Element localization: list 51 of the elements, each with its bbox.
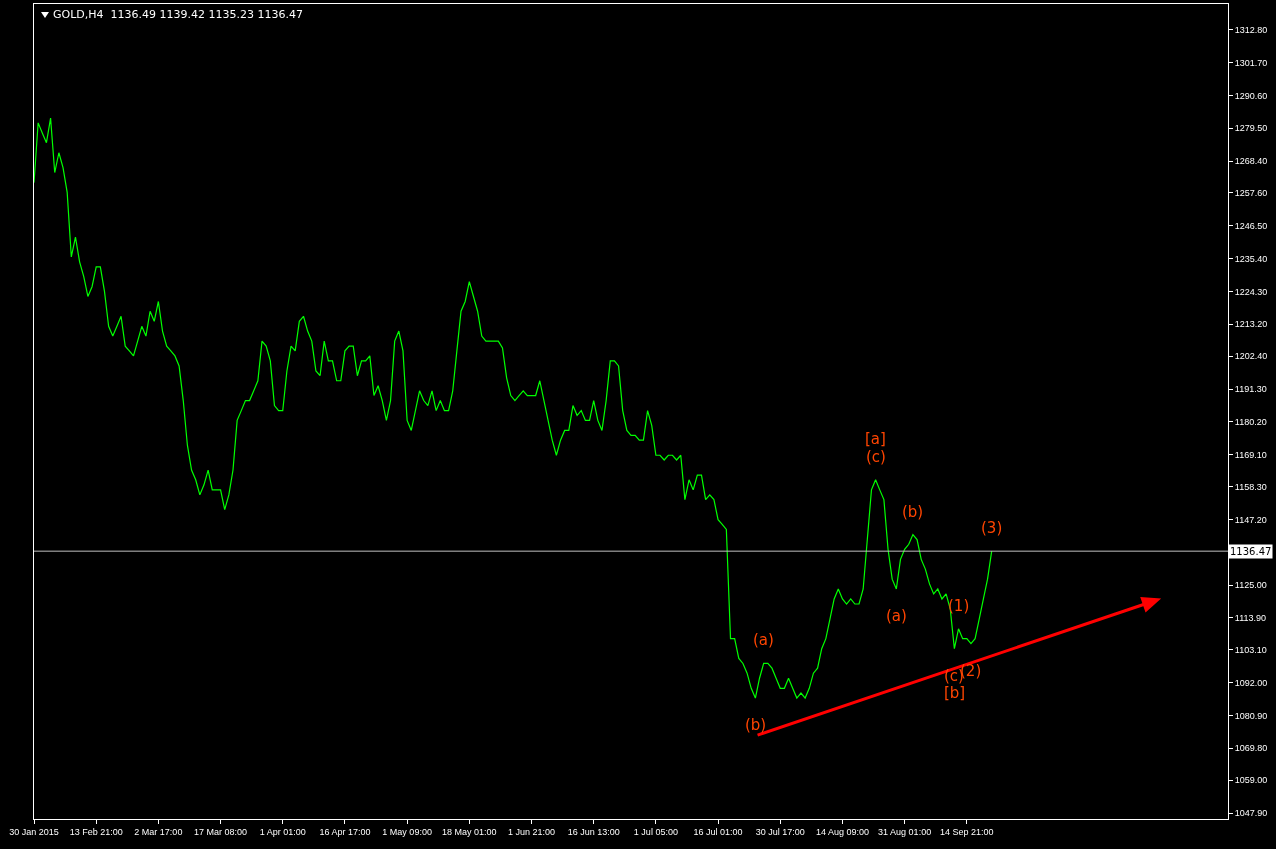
y-tick-label: 1092.00 <box>1234 677 1268 688</box>
annotation: (b) <box>745 716 767 734</box>
x-tick-label: 1 May 09:00 <box>382 826 432 837</box>
x-tick-label: 1 Jun 21:00 <box>507 826 556 837</box>
x-tick-label: 1 Apr 01:00 <box>259 826 306 837</box>
y-tick-label: 1290.60 <box>1234 90 1268 101</box>
y-tick-label: 1312.80 <box>1234 24 1268 35</box>
y-tick-label: 1213.20 <box>1234 319 1268 330</box>
annotation: (a) <box>753 631 774 649</box>
y-tick-label: 1113.90 <box>1234 613 1266 624</box>
y-tick-label: 1246.50 <box>1234 220 1268 231</box>
annotation: (1) <box>948 597 970 615</box>
x-tick-label: 13 Feb 21:00 <box>69 826 123 837</box>
annotation: (3) <box>981 519 1003 537</box>
x-tick-label: 30 Jan 2015 <box>9 826 59 837</box>
y-tick-label: 1235.40 <box>1234 253 1268 264</box>
y-tick-label: 1202.40 <box>1234 351 1268 362</box>
y-tick-label: 1279.50 <box>1234 123 1268 134</box>
x-tick-label: 18 May 01:00 <box>442 826 497 837</box>
y-tick-label: 1180.20 <box>1234 417 1267 427</box>
y-tick-label: 1047.90 <box>1234 808 1268 819</box>
y-tick-label: 1268.40 <box>1234 156 1268 167</box>
y-tick-label: 1224.30 <box>1234 286 1268 297</box>
y-tick-label: 1257.60 <box>1234 188 1268 199</box>
y-tick-label: 1080.90 <box>1234 710 1268 721</box>
annotation: (a) <box>886 607 907 625</box>
y-tick-label: 1301.70 <box>1234 57 1268 68</box>
y-tick-label: 1103.10 <box>1234 645 1267 655</box>
x-tick-label: 2 Mar 17:00 <box>134 826 183 837</box>
y-tick-label: 1125.00 <box>1234 580 1267 591</box>
y-tick-label: 1147.20 <box>1234 514 1267 525</box>
x-tick-label: 14 Sep 21:00 <box>940 826 994 837</box>
annotation: (b) <box>902 503 924 521</box>
chart-title: GOLD,H4 1136.49 1139.42 1135.23 1136.47 <box>53 8 303 21</box>
x-tick-label: 16 Jun 13:00 <box>567 826 620 837</box>
y-tick-label: 1158.30 <box>1234 481 1267 492</box>
x-tick-label: 14 Aug 09:00 <box>815 826 869 837</box>
y-tick-label: 1059.00 <box>1234 775 1268 786</box>
y-tick-label: 1191.30 <box>1234 384 1267 395</box>
annotation: [b] <box>944 684 966 702</box>
x-tick-label: 31 Aug 01:00 <box>878 826 932 837</box>
ref-line-label: 1136.47 <box>1230 546 1272 557</box>
y-tick-label: 1069.80 <box>1234 743 1268 754</box>
annotation: [a] <box>865 430 886 448</box>
y-tick-label: 1169.10 <box>1234 449 1267 460</box>
x-tick-label: 16 Apr 17:00 <box>319 826 371 837</box>
x-tick-label: 17 Mar 08:00 <box>194 826 248 837</box>
x-tick-label: 16 Jul 01:00 <box>693 826 743 837</box>
x-tick-label: 1 Jul 05:00 <box>633 826 678 837</box>
x-tick-label: 30 Jul 17:00 <box>755 826 805 837</box>
annotation: (c) <box>866 448 886 466</box>
